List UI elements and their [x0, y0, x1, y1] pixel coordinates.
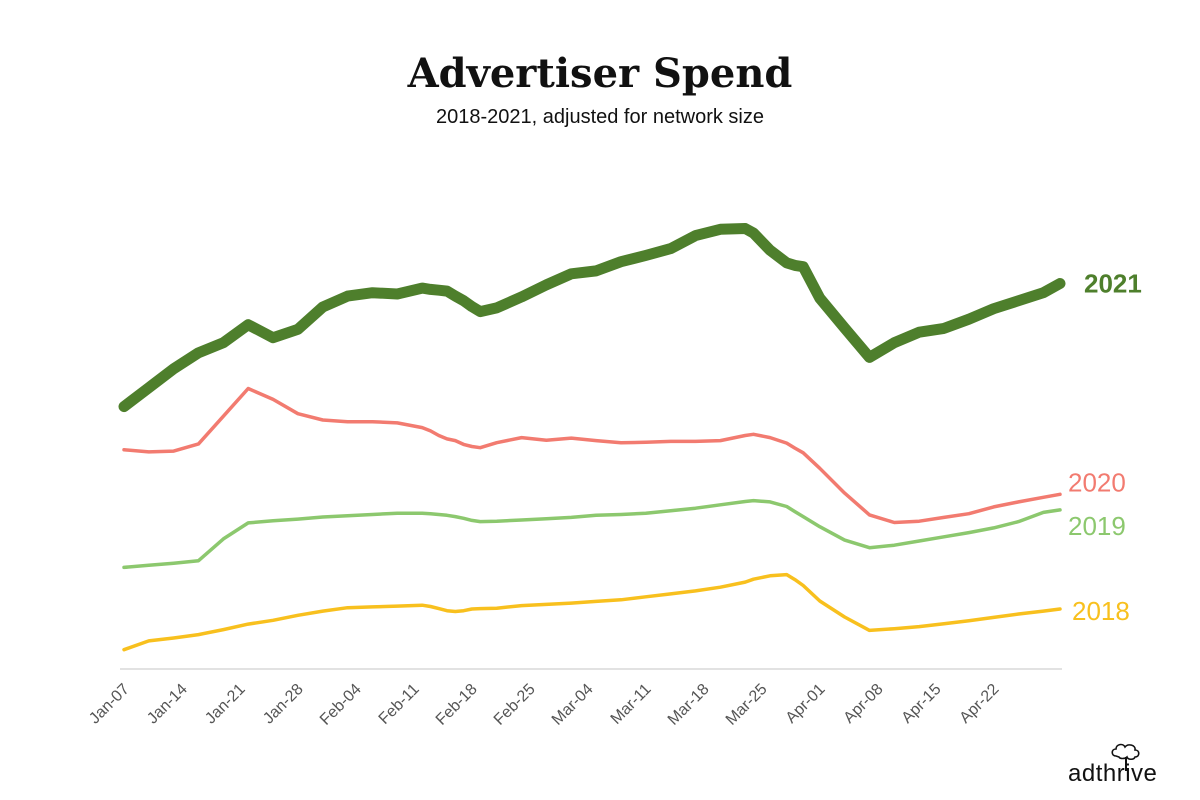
x-tick-label: Jan-28 [260, 681, 307, 728]
x-tick-label: Jan-21 [202, 681, 249, 728]
x-tick-label: Feb-25 [491, 681, 539, 729]
x-tick-label: Feb-18 [433, 681, 481, 729]
x-tick-label: Mar-04 [549, 681, 597, 729]
x-tick-label: Apr-15 [899, 681, 945, 727]
series-line-2019 [122, 498, 1062, 570]
series-line-2021 [118, 223, 1066, 413]
tree-icon [1111, 743, 1140, 771]
series-lines [118, 223, 1066, 652]
x-axis-ticks: Jan-07 Jan-14 Jan-21 Jan-28 Feb-04 Feb-11 Feb-… [86, 681, 1002, 729]
x-tick-label: Feb-04 [317, 681, 365, 729]
x-tick-label: Apr-01 [783, 681, 829, 727]
x-tick-label: Mar-25 [723, 681, 771, 729]
x-tick-label: Mar-11 [608, 681, 655, 728]
series-line-2020 [122, 386, 1062, 525]
x-tick-label: Apr-22 [957, 681, 1003, 727]
logo-text: adthrive [1068, 760, 1158, 787]
x-tick-label: Mar-18 [665, 681, 713, 729]
series-labels: 2021 2020 2019 2018 [1068, 269, 1142, 627]
series-label-2021: 2021 [1084, 269, 1142, 299]
series-label-2019: 2019 [1068, 511, 1126, 541]
series-line-2018 [122, 572, 1062, 652]
adthrive-logo: adthrive [1066, 743, 1186, 788]
chart-subtitle: 2018-2021, adjusted for network size [436, 106, 764, 128]
series-label-2020: 2020 [1068, 467, 1126, 497]
x-tick-label: Feb-11 [376, 681, 423, 728]
x-tick-label: Jan-07 [86, 681, 133, 728]
chart-title: Advertiser Spend [407, 50, 793, 97]
x-tick-label: Jan-14 [144, 681, 191, 728]
series-label-2018: 2018 [1072, 596, 1130, 626]
x-tick-label: Apr-08 [841, 681, 887, 727]
